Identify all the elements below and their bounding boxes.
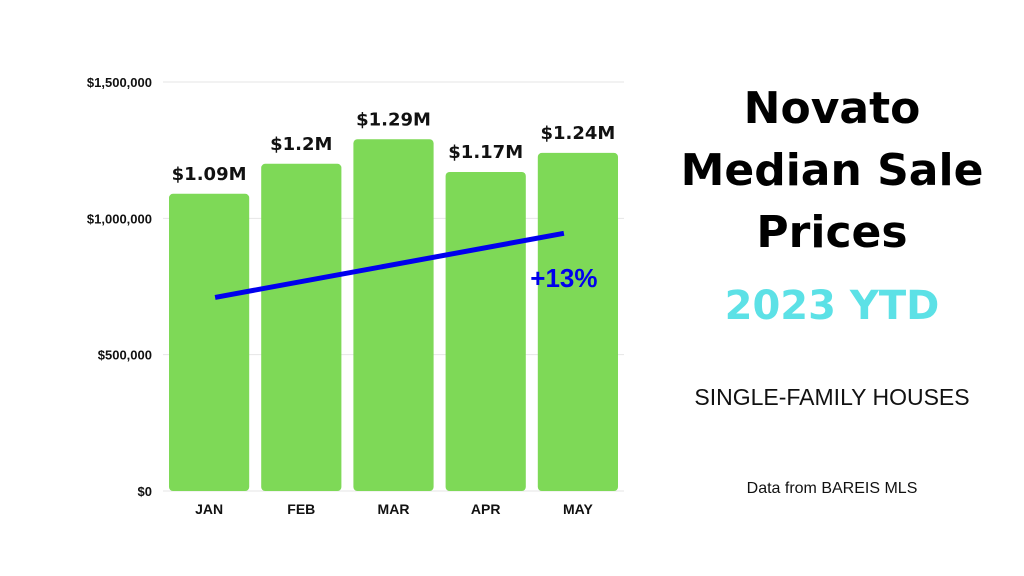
trend-label: +13% bbox=[530, 263, 597, 293]
subtitle: 2023 YTD bbox=[724, 283, 940, 329]
bar-mar bbox=[353, 139, 434, 491]
data-label: $1.29M bbox=[356, 109, 431, 130]
bar-may bbox=[537, 152, 618, 492]
trend-line bbox=[214, 230, 565, 300]
data-label: $1.2M bbox=[270, 134, 332, 155]
y-tick-label: $1,500,000 bbox=[87, 75, 152, 90]
x-axis-labels: JAN FEB MAR APR MAY bbox=[195, 501, 593, 517]
x-tick-label: MAY bbox=[563, 501, 593, 517]
bar-apr bbox=[445, 171, 526, 492]
title-line-1: Novato bbox=[743, 83, 921, 134]
y-tick-label: $0 bbox=[138, 484, 152, 499]
x-tick-label: FEB bbox=[287, 501, 315, 517]
bar-feb bbox=[261, 163, 342, 492]
data-label: $1.17M bbox=[448, 142, 523, 163]
bar-chart: $0$500,000$1,000,000$1,500,000 $1.09M$1.… bbox=[87, 75, 624, 517]
x-tick-label: APR bbox=[471, 501, 501, 517]
data-label: $1.09M bbox=[172, 164, 247, 185]
bars bbox=[169, 139, 618, 492]
bar-jan bbox=[169, 193, 250, 491]
title-line-2: Median Sale bbox=[680, 145, 984, 196]
x-tick-label: JAN bbox=[195, 501, 223, 517]
data-labels: $1.09M $1.2M $1.29M $1.17M $1.24M bbox=[172, 109, 616, 185]
y-axis-ticks: $0 $500,000 $1,000,000 $1,500,000 bbox=[87, 75, 152, 499]
y-tick-label: $500,000 bbox=[98, 348, 152, 363]
data-label: $1.24M bbox=[540, 123, 615, 144]
chart-title-panel: Novato Median Sale Prices bbox=[640, 78, 1024, 264]
y-tick-label: $1,000,000 bbox=[87, 211, 152, 226]
title-line-3: Prices bbox=[756, 207, 908, 258]
x-tick-label: MAR bbox=[378, 501, 410, 517]
source-note: Data from BAREIS MLS bbox=[746, 480, 918, 497]
category-label: SINGLE-FAMILY HOUSES bbox=[694, 384, 970, 410]
trend: +13% bbox=[214, 230, 598, 300]
